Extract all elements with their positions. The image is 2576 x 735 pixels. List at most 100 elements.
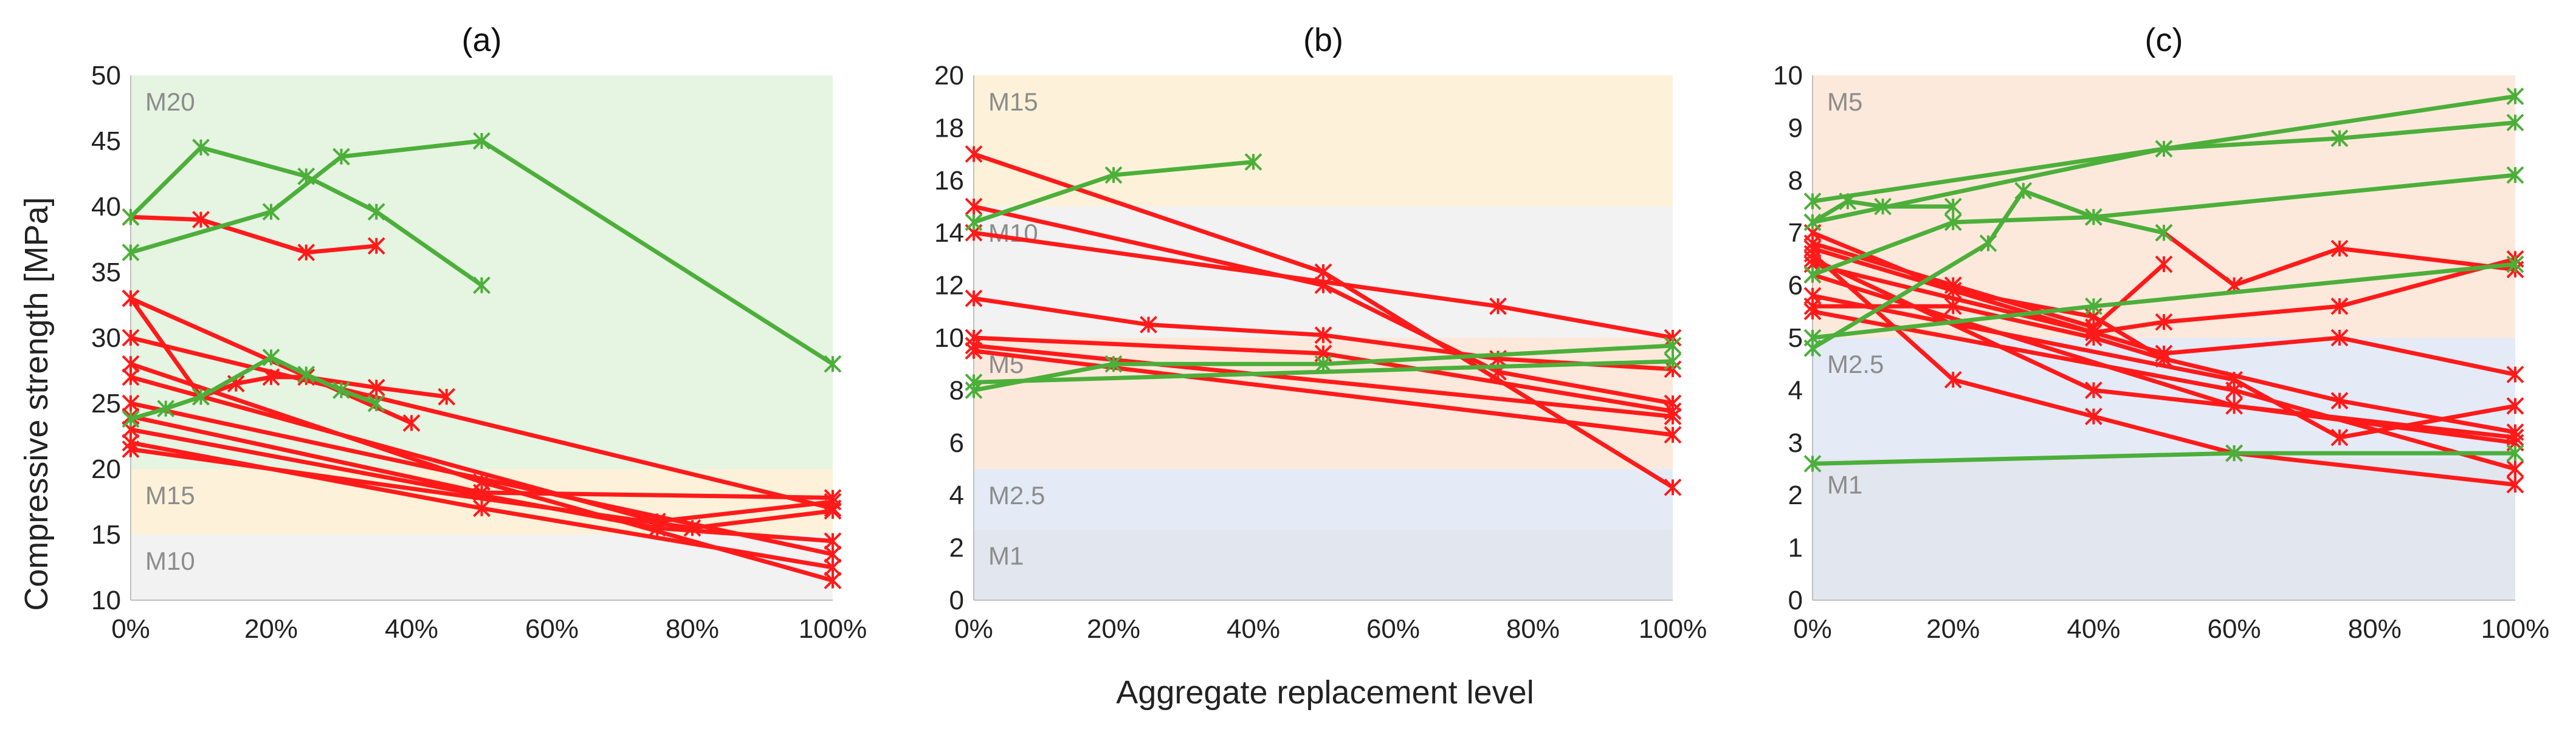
red-data-point-marker bbox=[2155, 344, 2173, 363]
red-data-point-marker bbox=[1489, 297, 1507, 315]
red-data-point-marker bbox=[965, 342, 983, 360]
green-data-point-marker bbox=[473, 132, 491, 150]
x-axis-title: Aggregate replacement level bbox=[1116, 674, 1534, 711]
red-data-point-marker bbox=[1314, 326, 1332, 344]
green-data-point-marker bbox=[1839, 192, 1857, 210]
zone-label: M20 bbox=[145, 87, 195, 116]
zone-label: M1 bbox=[1827, 471, 1862, 499]
red-data-point-marker bbox=[473, 499, 491, 518]
y-tick-label: 35 bbox=[91, 258, 121, 287]
y-tick-label: 15 bbox=[91, 520, 121, 550]
y-tick-label: 3 bbox=[1788, 428, 1803, 458]
green-data-point-marker bbox=[824, 355, 842, 373]
y-tick-label: 1 bbox=[1788, 533, 1803, 563]
x-tick-label: 0% bbox=[954, 614, 993, 644]
y-tick-label: 8 bbox=[1788, 166, 1803, 196]
y-tick-label: 2 bbox=[949, 533, 964, 563]
red-series-line bbox=[130, 335, 833, 511]
green-data-point-marker bbox=[2506, 114, 2524, 132]
red-series-line bbox=[1813, 304, 2516, 434]
green-data-point-marker bbox=[367, 394, 385, 412]
red-data-point-marker bbox=[2330, 428, 2349, 446]
x-tick-label: 20% bbox=[244, 614, 298, 644]
zone-label: M10 bbox=[988, 219, 1038, 247]
green-data-point-marker bbox=[473, 276, 491, 295]
red-series-line bbox=[1812, 293, 2516, 440]
green-data-point-marker bbox=[1803, 339, 1822, 357]
y-tick-label: 4 bbox=[949, 480, 964, 510]
x-tick-label: 20% bbox=[1087, 614, 1140, 644]
green-data-point-marker bbox=[1803, 454, 1822, 473]
x-tick-label: 80% bbox=[2348, 614, 2402, 644]
green-data-point-marker bbox=[122, 244, 140, 262]
x-tick-label: 60% bbox=[1366, 614, 1420, 644]
y-tick-label: 6 bbox=[949, 428, 964, 458]
green-data-point-marker bbox=[2155, 224, 2173, 242]
green-data-point-marker bbox=[1979, 234, 1997, 252]
red-data-point-marker bbox=[965, 289, 983, 307]
x-tick-label: 0% bbox=[111, 614, 150, 644]
green-data-point-marker bbox=[122, 410, 140, 428]
red-data-point-marker bbox=[1803, 303, 1822, 321]
y-tick-label: 4 bbox=[1788, 375, 1803, 405]
zone-label: M15 bbox=[988, 87, 1038, 116]
zone-band bbox=[974, 529, 1673, 600]
green-data-point-marker bbox=[2506, 166, 2524, 184]
red-data-point-marker bbox=[1664, 478, 1682, 496]
x-tick-label: 100% bbox=[799, 614, 867, 644]
y-tick-label: 5 bbox=[1788, 323, 1803, 353]
zone-label: M2.5 bbox=[988, 481, 1045, 510]
zone-label: M2.5 bbox=[1827, 350, 1884, 378]
green-data-point-marker bbox=[2084, 208, 2102, 226]
red-data-point-marker bbox=[122, 289, 140, 307]
x-tick-label: 60% bbox=[525, 614, 579, 644]
red-series-line bbox=[1811, 246, 2516, 377]
green-series-line bbox=[1811, 173, 2516, 277]
green-series-line bbox=[1811, 199, 1954, 224]
y-tick-label: 6 bbox=[1788, 271, 1803, 301]
red-data-point-marker bbox=[1944, 371, 1962, 389]
red-series-line bbox=[973, 349, 1673, 437]
y-tick-label: 45 bbox=[91, 126, 121, 156]
y-tick-label: 50 bbox=[91, 61, 121, 91]
y-tick-label: 2 bbox=[1788, 480, 1803, 510]
red-series-line bbox=[1811, 230, 2165, 361]
red-data-point-marker bbox=[122, 329, 140, 347]
y-tick-label: 14 bbox=[934, 218, 964, 248]
y-tick-label: 10 bbox=[934, 323, 964, 353]
green-data-point-marker bbox=[2084, 297, 2102, 315]
chart-panel-1: M10 M15 M20 10 15 20 25 30 35 40 45 50 0% 20% 40% 60% 80… bbox=[91, 22, 867, 644]
green-data-point-marker bbox=[1803, 213, 1822, 231]
green-data-point-marker bbox=[1104, 355, 1123, 373]
red-data-point-marker bbox=[683, 519, 701, 537]
red-data-point-marker bbox=[367, 378, 385, 397]
red-data-point-marker bbox=[2330, 329, 2349, 347]
red-data-point-marker bbox=[2506, 476, 2524, 494]
green-data-point-marker bbox=[2014, 182, 2033, 200]
red-data-point-marker bbox=[2084, 408, 2102, 426]
zone-label: M15 bbox=[145, 481, 195, 510]
red-data-point-marker bbox=[1664, 426, 1682, 444]
green-data-point-marker bbox=[122, 208, 140, 226]
x-tick-label: 40% bbox=[2067, 614, 2120, 644]
y-tick-label: 9 bbox=[1788, 113, 1803, 143]
red-data-point-marker bbox=[122, 368, 140, 386]
panel-title: (a) bbox=[462, 22, 502, 58]
x-tick-label: 60% bbox=[2208, 614, 2261, 644]
red-data-point-marker bbox=[2155, 255, 2173, 273]
red-data-point-marker bbox=[402, 414, 421, 432]
y-tick-label: 18 bbox=[934, 113, 964, 143]
y-tick-label: 30 bbox=[91, 323, 121, 353]
red-data-point-marker bbox=[297, 244, 315, 262]
x-tick-label: 20% bbox=[1926, 614, 1980, 644]
y-tick-label: 12 bbox=[934, 271, 964, 301]
green-data-point-marker bbox=[2506, 87, 2524, 105]
red-series-line bbox=[2162, 231, 2516, 288]
green-data-point-marker bbox=[2330, 129, 2349, 148]
y-tick-label: 8 bbox=[949, 375, 964, 405]
red-data-point-marker bbox=[1140, 315, 1157, 333]
y-tick-label: 0 bbox=[1788, 586, 1803, 615]
